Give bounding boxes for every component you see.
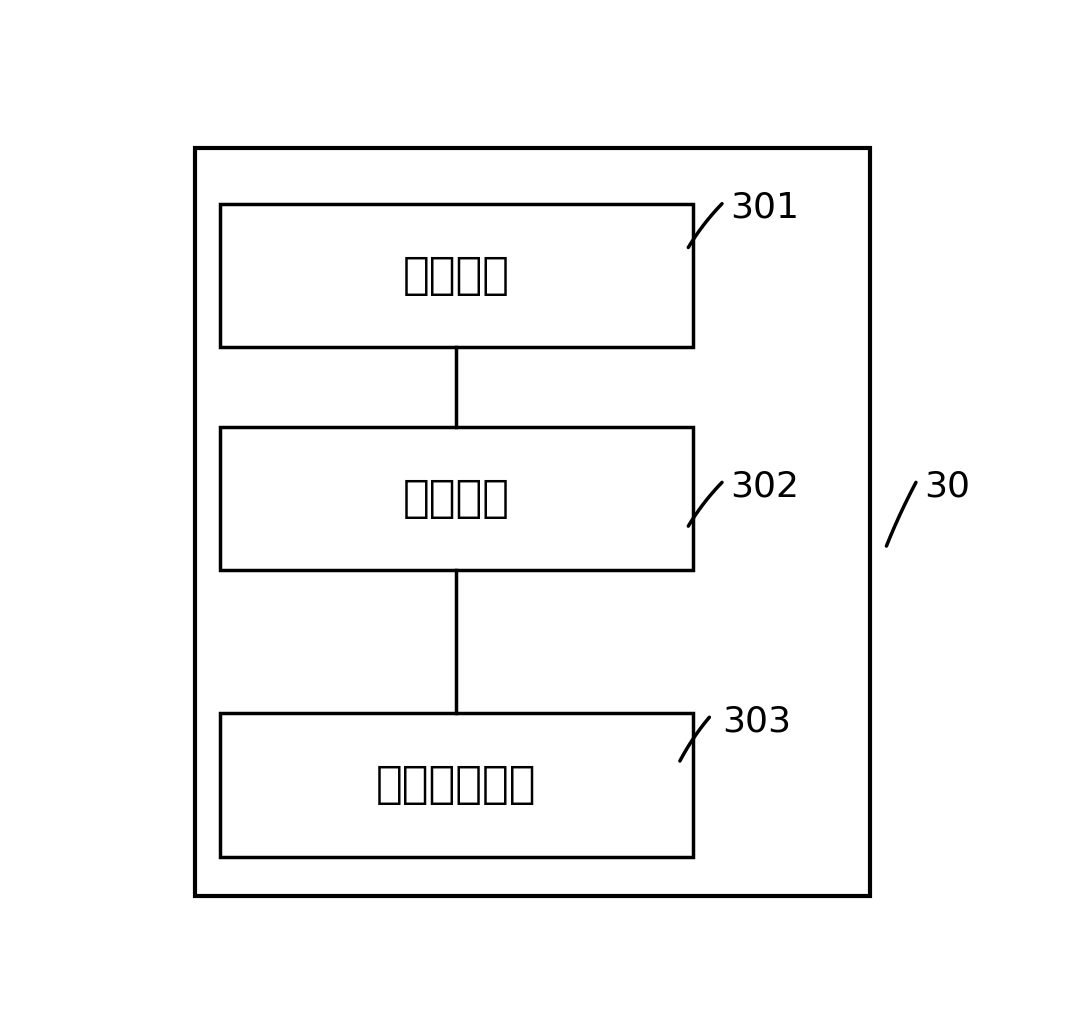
Text: 30: 30: [925, 469, 970, 504]
Text: 303: 303: [722, 704, 791, 738]
Bar: [195, 148, 869, 896]
Bar: [220, 204, 693, 347]
Bar: [220, 713, 693, 856]
Text: 301: 301: [730, 190, 800, 224]
Text: 判断模块: 判断模块: [403, 477, 510, 520]
Text: 计算模块: 计算模块: [403, 254, 510, 297]
Text: 均衡处理模块: 均衡处理模块: [376, 763, 536, 807]
Bar: [220, 427, 693, 570]
Text: 302: 302: [730, 469, 800, 504]
